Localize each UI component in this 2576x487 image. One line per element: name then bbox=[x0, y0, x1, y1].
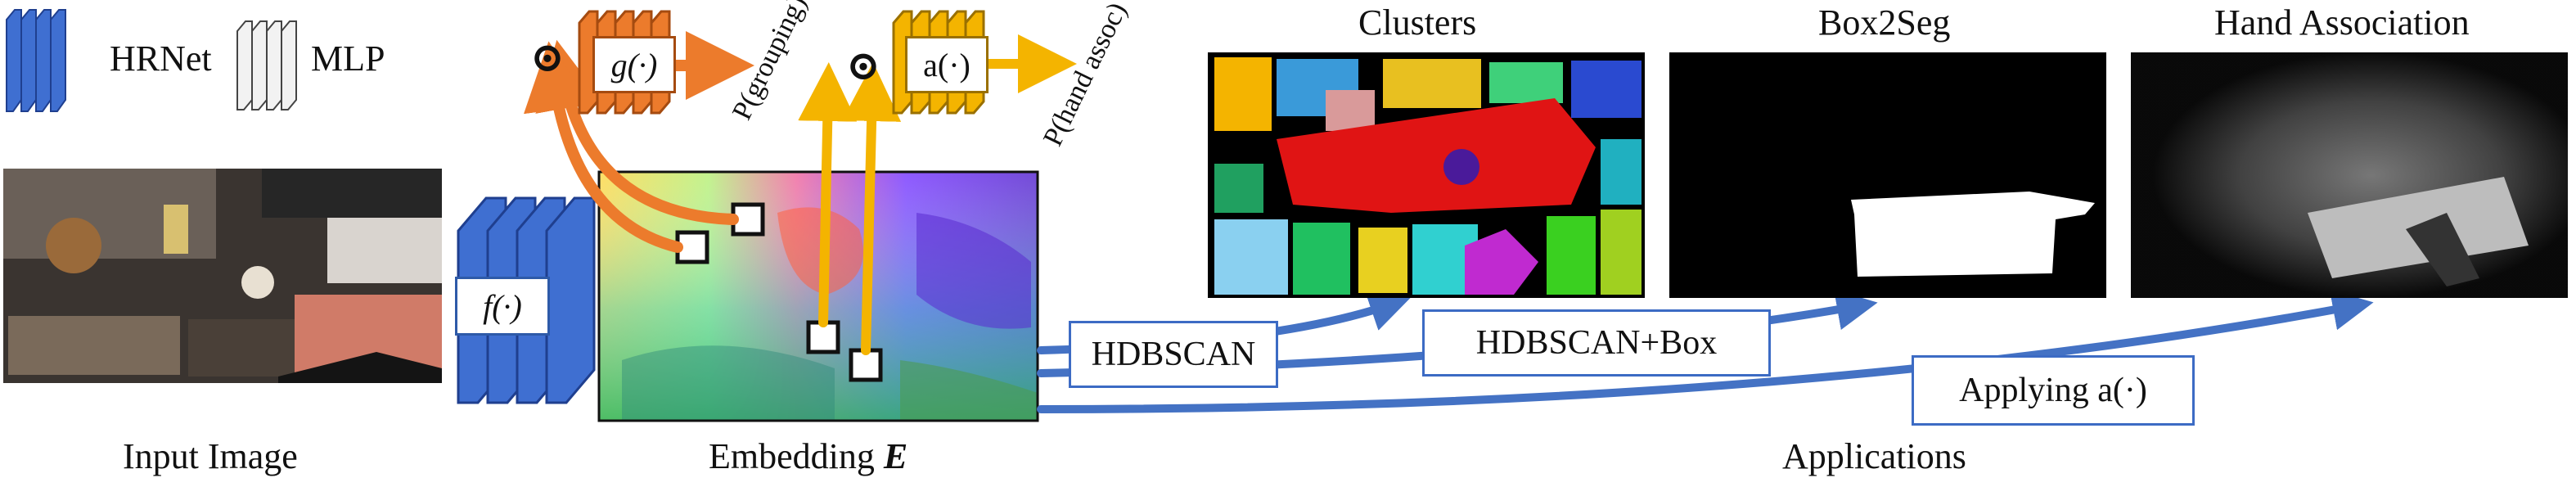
hand-association-panel bbox=[2131, 52, 2568, 298]
a-function-label: a(·) bbox=[923, 46, 971, 83]
g-function-box: g(·) bbox=[592, 36, 676, 93]
embedding-symbol: E bbox=[883, 436, 908, 476]
input-image bbox=[3, 169, 442, 383]
applying-a-label: Applying a(·) bbox=[1959, 372, 2147, 409]
hrnet-legend-icon bbox=[6, 9, 66, 112]
a-function-box: a(·) bbox=[905, 36, 989, 93]
hand-association-title: Hand Association bbox=[2214, 2, 2470, 43]
a-product-symbol: ⊙ bbox=[846, 43, 880, 88]
g-function-label: g(·) bbox=[610, 46, 658, 83]
f-function-label: f(·) bbox=[483, 287, 522, 325]
mlp-legend-label: MLP bbox=[311, 38, 385, 79]
input-image-caption: Input Image bbox=[123, 436, 298, 476]
hdbscan-box: HDBSCAN bbox=[1069, 321, 1278, 388]
mlp-legend-icon bbox=[236, 20, 297, 110]
hdbscan-box-label: HDBSCAN+Box bbox=[1475, 324, 1718, 362]
box2seg-title: Box2Seg bbox=[1818, 2, 1951, 43]
hand-assoc-arrows bbox=[798, 34, 1077, 355]
box2seg-panel bbox=[1669, 52, 2106, 298]
applications-caption: Applications bbox=[1782, 436, 1966, 476]
g-product-symbol: ⊙ bbox=[530, 34, 565, 80]
hdbscan-box-box: HDBSCAN+Box bbox=[1422, 309, 1771, 377]
embedding-caption-prefix: Embedding bbox=[709, 436, 884, 476]
clusters-title: Clusters bbox=[1358, 2, 1477, 43]
applying-a-box: Applying a(·) bbox=[1912, 355, 2195, 426]
hdbscan-label: HDBSCAN bbox=[1091, 336, 1256, 373]
embedding-caption: Embedding E bbox=[709, 435, 907, 477]
clusters-panel bbox=[1208, 52, 1645, 298]
f-function-box: f(·) bbox=[455, 277, 550, 336]
hrnet-legend-label: HRNet bbox=[110, 38, 212, 79]
